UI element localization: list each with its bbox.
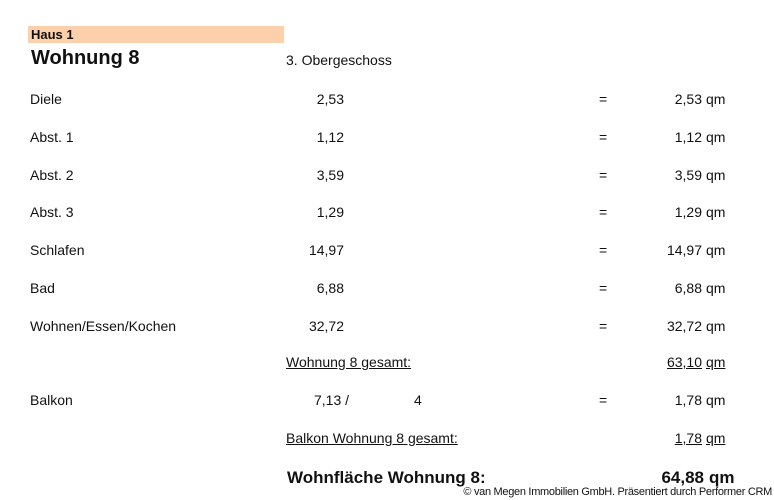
balcony-total-label: Balkon Wohnung 8 gesamt:	[286, 430, 458, 446]
equals-sign: =	[599, 91, 608, 107]
apartment-title: Wohnung 8	[31, 47, 140, 69]
balcony-equals: =	[599, 392, 608, 408]
balcony-unit: qm	[706, 392, 726, 408]
living-area-total-row: Wohnfläche Wohnung 8: 64,88 qm	[0, 468, 774, 488]
room-value: 1,29	[316, 204, 344, 221]
room-result: 1,29	[674, 204, 702, 221]
room-unit: qm	[706, 317, 726, 334]
living-area-unit: qm	[709, 468, 735, 487]
equals-sign: =	[599, 280, 608, 296]
living-area-value: 64,88	[661, 468, 704, 487]
room-name: Bad	[30, 280, 55, 296]
copyright-footer: © van Megen Immobilien GmbH. Präsentiert…	[463, 486, 772, 498]
living-area-label: Wohnfläche Wohnung 8:	[287, 468, 486, 487]
room-unit: qm	[706, 280, 726, 296]
room-row: Wohnen/Essen/Kochen 32,72 = 32,72 qm	[0, 318, 774, 334]
room-result: 1,12	[674, 128, 702, 145]
equals-sign: =	[599, 204, 608, 221]
room-name: Diele	[30, 91, 62, 107]
room-value: 6,88	[316, 280, 344, 296]
apartment-total-row: Wohnung 8 gesamt: 63,10 qm	[0, 354, 774, 370]
room-unit: qm	[706, 242, 726, 259]
room-unit: qm	[706, 128, 726, 145]
room-value: 32,72	[308, 317, 344, 334]
room-value: 2,53	[316, 91, 344, 107]
equals-sign: =	[599, 242, 608, 259]
equals-sign: =	[599, 166, 608, 183]
room-value: 1,12	[316, 128, 344, 145]
room-result: 2,53	[674, 91, 702, 107]
room-row: Diele 2,53 = 2,53 qm	[0, 91, 774, 107]
building-label: Haus 1	[28, 26, 284, 43]
room-row: Abst. 1 1,12 = 1,12 qm	[0, 129, 774, 145]
balcony-label: Balkon	[30, 392, 73, 408]
balcony-result: 1,78	[674, 392, 702, 408]
room-name: Abst. 1	[30, 128, 74, 145]
balcony-value: 7,13 /	[314, 392, 350, 408]
room-name: Abst. 2	[30, 166, 74, 183]
room-unit: qm	[706, 91, 726, 107]
equals-sign: =	[599, 128, 608, 145]
room-result: 14,97	[666, 242, 702, 259]
room-unit: qm	[706, 166, 726, 183]
room-name: Schlafen	[30, 242, 85, 259]
room-row: Abst. 2 3,59 = 3,59 qm	[0, 167, 774, 183]
room-name: Wohnen/Essen/Kochen	[30, 317, 177, 334]
room-row: Schlafen 14,97 = 14,97 qm	[0, 242, 774, 258]
room-result: 3,59	[674, 166, 702, 183]
room-name: Abst. 3	[30, 204, 74, 221]
balcony-total-value: 1,78	[674, 430, 702, 446]
floor-label: 3. Obergeschoss	[286, 52, 392, 68]
room-row: Bad 6,88 = 6,88 qm	[0, 280, 774, 296]
equals-sign: =	[599, 317, 608, 334]
room-result: 6,88	[674, 280, 702, 296]
balcony-total-row: Balkon Wohnung 8 gesamt: 1,78 qm	[0, 430, 774, 446]
apartment-total-label: Wohnung 8 gesamt:	[286, 354, 412, 370]
apartment-total-unit: qm	[706, 354, 726, 370]
room-value: 3,59	[316, 166, 344, 183]
apartment-total-value: 63,10	[666, 354, 702, 370]
room-row: Abst. 3 1,29 = 1,29 qm	[0, 204, 774, 220]
room-result: 32,72	[666, 317, 702, 334]
room-value: 14,97	[308, 242, 344, 259]
room-unit: qm	[706, 204, 726, 221]
balcony-row: Balkon 7,13 / 4 = 1,78 qm	[0, 392, 774, 408]
balcony-divisor: 4	[414, 392, 422, 408]
balcony-total-unit: qm	[706, 430, 726, 446]
